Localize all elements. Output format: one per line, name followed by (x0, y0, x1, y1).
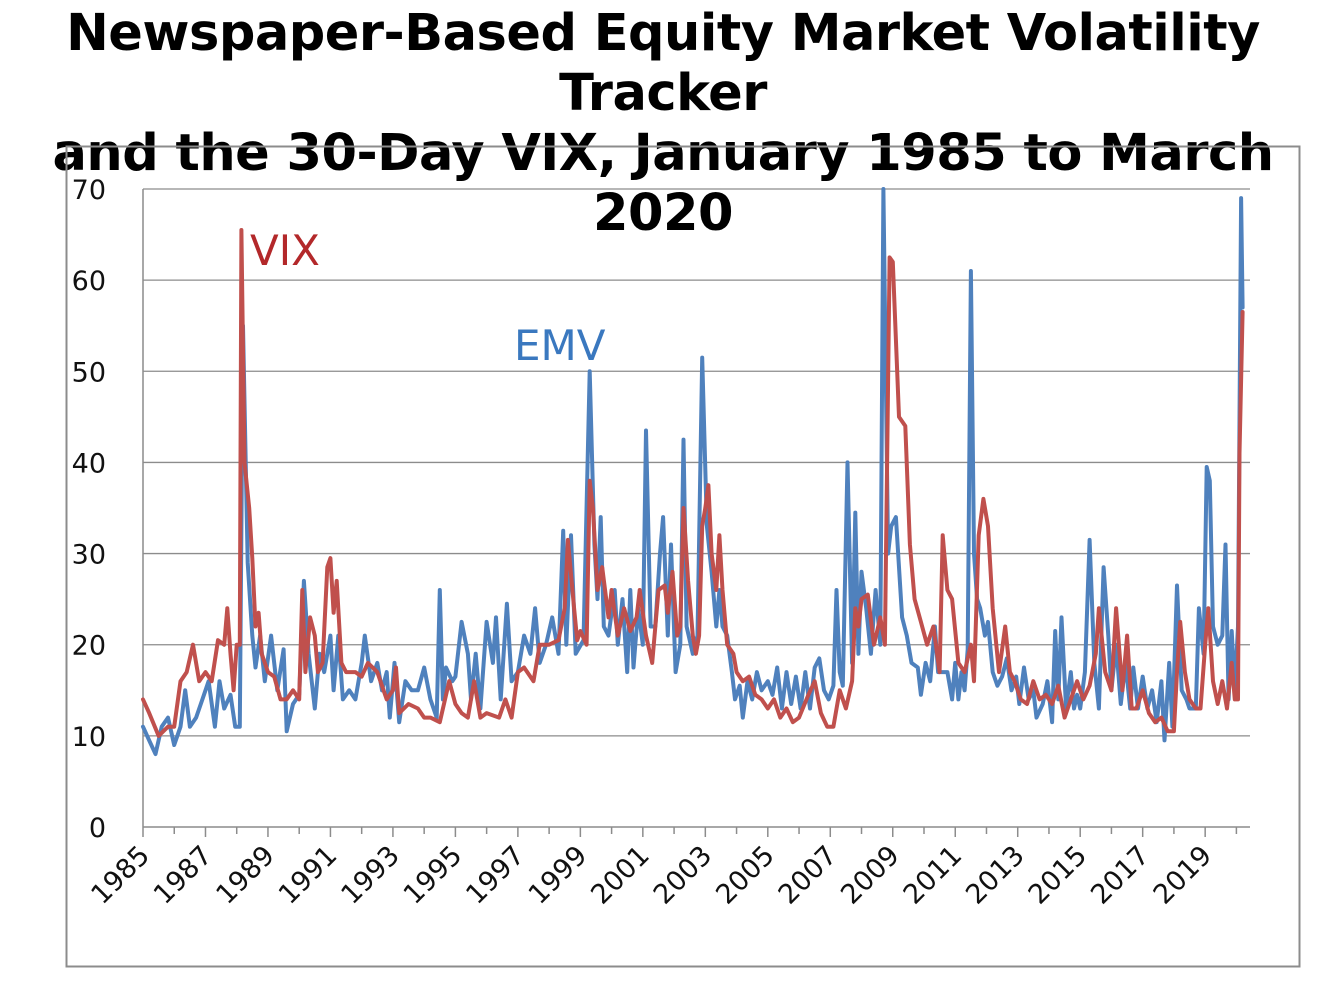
x-tick-label: 2015 (1023, 840, 1094, 911)
y-tick-label: 60 (72, 266, 106, 297)
x-tick-label: 2005 (710, 840, 781, 911)
x-tick-label: 2001 (585, 840, 656, 911)
x-tick-label: 1985 (85, 840, 156, 911)
x-tick-label: 2011 (898, 840, 969, 911)
x-tick-label: 2003 (648, 840, 719, 911)
vix-annotation: VIX (250, 226, 320, 275)
x-tick-label: 2017 (1085, 840, 1156, 911)
x-tick-label: 2013 (960, 840, 1031, 911)
y-tick-label: 50 (72, 357, 106, 388)
y-tick-label: 30 (72, 540, 106, 571)
x-tick-label: 1991 (273, 840, 344, 911)
x-tick-label: 2009 (835, 840, 906, 911)
series-line-vix (141, 228, 1245, 738)
x-tick-label: 1989 (210, 840, 281, 911)
chart-title: Newspaper-Based Equity Market Volatility… (0, 4, 1326, 244)
x-tick-label: 1993 (335, 840, 406, 911)
x-tick-label: 2007 (773, 840, 844, 911)
y-tick-label: 20 (72, 631, 106, 662)
chart-frame (65, 145, 1301, 968)
x-tick-label: 1995 (398, 840, 469, 911)
series-line-emv (141, 187, 1245, 757)
x-tick-label: 1987 (148, 840, 219, 911)
emv-annotation: EMV (514, 321, 606, 370)
y-tick-label: 70 (72, 175, 106, 206)
x-tick-label: 1997 (460, 840, 531, 911)
y-tick-label: 40 (72, 448, 106, 479)
chart-title-line-1: Newspaper-Based Equity Market Volatility… (66, 4, 1260, 123)
y-tick-label: 0 (89, 813, 106, 844)
y-tick-label: 10 (72, 722, 106, 753)
x-tick-label: 2019 (1148, 840, 1219, 911)
chart-title-line-2: and the 30-Day VIX, January 1985 to Marc… (52, 124, 1274, 243)
x-tick-label: 1999 (523, 840, 594, 911)
